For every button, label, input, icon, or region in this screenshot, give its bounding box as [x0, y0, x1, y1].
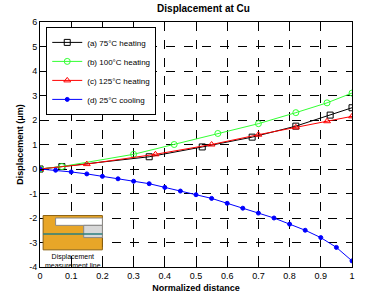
svg-text:0.2: 0.2: [96, 271, 109, 281]
svg-text:0.8: 0.8: [283, 271, 296, 281]
svg-text:5: 5: [32, 42, 37, 52]
svg-text:4: 4: [32, 66, 37, 76]
svg-text:0: 0: [32, 164, 37, 174]
svg-text:0.9: 0.9: [315, 271, 328, 281]
svg-text:0.7: 0.7: [252, 271, 265, 281]
svg-text:1: 1: [32, 140, 37, 150]
svg-text:0.4: 0.4: [159, 271, 172, 281]
svg-text:0.5: 0.5: [190, 271, 203, 281]
svg-text:0.6: 0.6: [221, 271, 234, 281]
svg-text:-2: -2: [29, 213, 37, 223]
svg-text:-4: -4: [29, 262, 37, 272]
svg-text:(a) 75°C heating: (a) 75°C heating: [87, 39, 145, 48]
svg-text:-1: -1: [29, 189, 37, 199]
svg-text:2: 2: [32, 115, 37, 125]
svg-text:Displacementmeasurement line: Displacementmeasurement line: [45, 253, 101, 269]
svg-text:Normalized distance: Normalized distance: [152, 283, 240, 293]
svg-text:Displacement (μm): Displacement (μm): [15, 104, 25, 185]
svg-text:6: 6: [32, 17, 37, 27]
svg-text:3: 3: [32, 91, 37, 101]
svg-text:0.3: 0.3: [127, 271, 140, 281]
svg-text:(d) 25°C cooling: (d) 25°C cooling: [87, 96, 144, 105]
svg-text:0.1: 0.1: [65, 271, 78, 281]
svg-text:1: 1: [349, 271, 354, 281]
svg-text:Displacement at Cu: Displacement at Cu: [157, 3, 250, 14]
svg-text:-3: -3: [29, 238, 37, 248]
svg-text:(c) 125°C heating: (c) 125°C heating: [87, 77, 149, 86]
svg-text:0: 0: [37, 271, 42, 281]
svg-text:(b) 100°C heating: (b) 100°C heating: [87, 58, 150, 67]
